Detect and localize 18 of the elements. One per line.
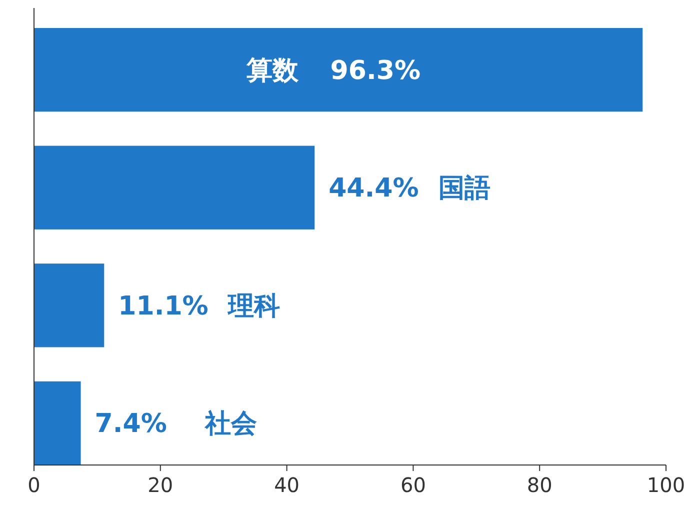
y-tick-label: 国語: [438, 174, 491, 204]
y-tick-label: 算数: [245, 56, 300, 86]
bar: [34, 28, 643, 112]
bar: [34, 381, 81, 465]
x-tick-label: 20: [148, 473, 174, 497]
data-label: 11.1%: [118, 291, 208, 322]
bar: [34, 146, 315, 230]
data-label: 96.3%: [330, 56, 421, 86]
bar: [34, 264, 104, 348]
x-tick-label: 0: [28, 473, 40, 497]
x-tick-label: 40: [274, 473, 300, 497]
y-tick-label: 理科: [227, 291, 280, 322]
y-tick-label: 社会: [204, 409, 257, 440]
data-label: 44.4%: [328, 174, 419, 204]
x-tick-label: 80: [526, 473, 552, 497]
data-label: 7.4%: [94, 409, 167, 440]
x-tick-label: 60: [400, 473, 426, 497]
x-tick-label: 100: [646, 473, 686, 497]
